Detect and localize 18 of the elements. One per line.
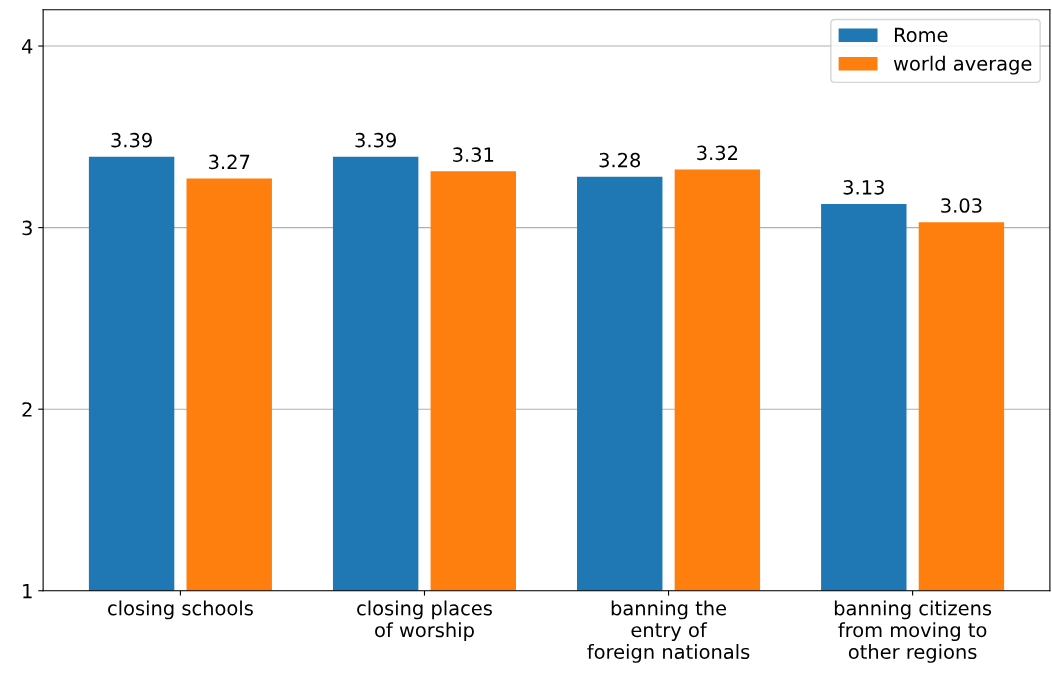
x-tick-label: banning the entry of foreign nationals [587, 600, 750, 663]
y-tick-label: 3 [22, 220, 32, 236]
data-label: 3.39 [111, 132, 152, 148]
y-tick-label: 4 [21, 39, 33, 54]
data-label: 3.39 [355, 132, 396, 148]
y-tick-label: 2 [22, 402, 32, 417]
x-tick-label: closing schools [108, 600, 253, 620]
data-label: 3.03 [941, 198, 982, 213]
x-tick-label: banning citizens from moving to other regions [834, 600, 992, 663]
data-label: 3.27 [209, 154, 250, 170]
y-tick-label: 1 [23, 583, 32, 599]
data-label: 3.13 [843, 179, 884, 195]
data-label: 3.28 [599, 152, 641, 168]
legend-label: Rome [894, 27, 948, 43]
data-label: 3.31 [453, 147, 494, 162]
legend-label: world average [893, 55, 1032, 75]
x-tick-label: closing places of worship [357, 600, 492, 642]
data-label: 3.32 [697, 145, 738, 161]
